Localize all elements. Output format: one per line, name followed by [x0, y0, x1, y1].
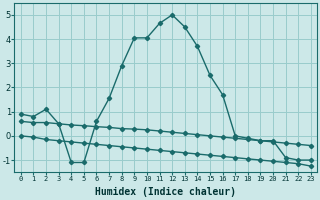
- X-axis label: Humidex (Indice chaleur): Humidex (Indice chaleur): [95, 187, 236, 197]
